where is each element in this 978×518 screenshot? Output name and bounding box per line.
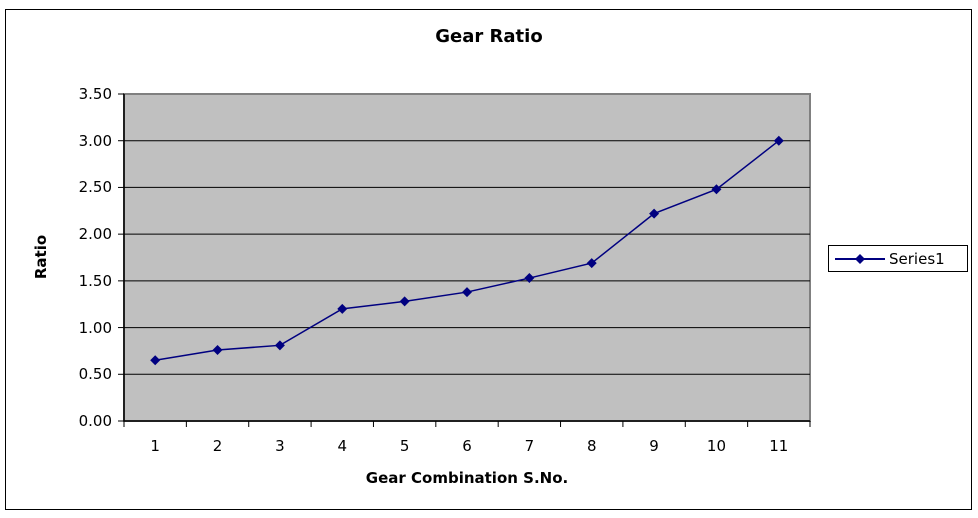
y-tick-label: 0.00 [78,412,112,430]
data-point-marker [399,296,410,307]
x-tick-label: 7 [524,437,535,455]
data-point-marker [586,258,597,269]
x-tick-label: 6 [462,437,472,455]
y-tick-label: 1.50 [78,271,112,290]
x-tick-label: 9 [649,437,659,455]
legend-label: Series1 [889,250,945,268]
data-point-marker [462,287,472,298]
y-tick-label: 2.00 [78,225,112,244]
chart-title: Gear Ratio [435,26,543,47]
x-tick-label: 5 [399,437,410,455]
y-tick-label: 3.00 [78,131,112,150]
legend: Series1 [828,245,968,272]
data-point-marker [150,355,161,366]
legend-series-marker-icon [835,254,885,264]
x-axis-label: Gear Combination S.No. [365,469,569,487]
data-point-marker [524,273,535,284]
data-point-marker [212,344,223,355]
data-point-marker [649,208,660,219]
x-tick-label: 1 [150,437,160,455]
data-point-marker [337,303,348,314]
data-point-marker [773,135,784,146]
x-tick-label: 3 [275,437,285,455]
x-tick-label: 8 [586,437,597,455]
y-axis-label: Ratio [32,234,50,280]
data-point-marker [711,184,722,195]
y-tick-label: 0.50 [78,365,112,384]
y-tick-label: 2.50 [78,178,112,197]
x-tick-label: 10 [706,437,726,455]
y-tick-label: 1.00 [78,318,112,337]
x-tick-label: 4 [337,437,348,455]
data-point-marker [274,340,285,351]
x-tick-label: 2 [212,437,223,455]
y-tick-label: 3.50 [78,85,112,103]
x-tick-label: 11 [769,437,789,455]
